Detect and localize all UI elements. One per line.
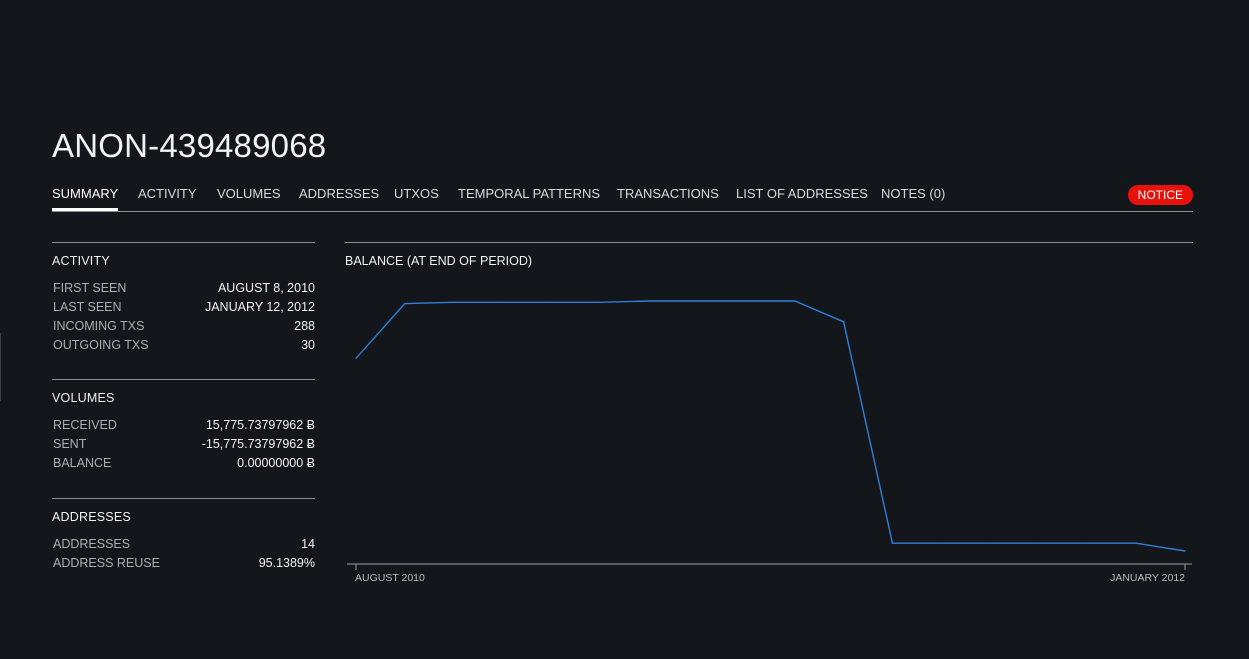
balance-point (648, 300, 650, 302)
balance-point (843, 321, 845, 323)
tab-addresses[interactable]: ADDRESSES (299, 186, 380, 201)
tab-temporal-patterns[interactable]: TEMPORAL PATTERNS (458, 186, 601, 201)
sent-row: SENT -15,775.73797962 Ƀ (52, 435, 315, 454)
first-seen-label: FIRST SEEN (53, 281, 127, 295)
incoming-txs-label: INCOMING TXS (53, 319, 145, 333)
balance-point (794, 300, 796, 302)
received-label: RECEIVED (53, 418, 117, 432)
balance-value: 0.00000000 Ƀ (237, 456, 315, 470)
volumes-section-title: VOLUMES (52, 391, 115, 405)
addresses-section: ADDRESSES ADDRESSES 14 ADDRESS REUSE 95.… (52, 498, 315, 573)
addresses-count-value: 14 (301, 537, 315, 551)
balance-row: BALANCE 0.00000000 Ƀ (52, 454, 315, 473)
balance-point (1086, 542, 1089, 544)
balance-point (1038, 542, 1040, 544)
sent-value: -15,775.73797962 Ƀ (201, 437, 315, 451)
balance-point (1135, 542, 1137, 544)
tab-transactions[interactable]: TRANSACTIONS (617, 186, 719, 201)
balance-point (940, 542, 942, 544)
balance-series-line (355, 300, 1186, 552)
balance-point (1184, 550, 1186, 552)
received-value: 15,775.73797962 Ƀ (205, 418, 315, 432)
balance-chart: AUGUST 2010 JANUARY 2012 (347, 300, 1192, 584)
incoming-txs-row: INCOMING TXS 288 (52, 317, 315, 336)
balance-point (355, 357, 357, 359)
balance-point (696, 300, 698, 302)
received-row: RECEIVED 15,775.73797962 Ƀ (52, 416, 315, 435)
page-title: ANON-439489068 (52, 127, 327, 164)
tab-utxos[interactable]: UTXOS (394, 186, 439, 201)
tab-bar: SUMMARY ACTIVITY VOLUMES ADDRESSES UTXOS… (52, 180, 1193, 212)
notice-button[interactable]: NOTICE (1127, 185, 1193, 205)
balance-point (550, 301, 552, 303)
first-seen-row: FIRST SEEN AUGUST 8, 2010 (52, 279, 315, 298)
addresses-count-row: ADDRESSES 14 (52, 535, 315, 554)
balance-point (501, 301, 503, 303)
addresses-section-title: ADDRESSES (52, 510, 131, 524)
tab-summary[interactable]: SUMMARY (52, 186, 119, 211)
activity-section: ACTIVITY FIRST SEEN AUGUST 8, 2010 LAST … (52, 242, 315, 355)
address-reuse-label: ADDRESS REUSE (53, 556, 160, 570)
volumes-section: VOLUMES RECEIVED 15,775.73797962 Ƀ SENT … (52, 379, 315, 473)
addresses-count-label: ADDRESSES (53, 537, 131, 551)
incoming-txs-value: 288 (294, 319, 315, 333)
outgoing-txs-label: OUTGOING TXS (53, 338, 149, 352)
sent-label: SENT (53, 437, 87, 451)
activity-section-title: ACTIVITY (52, 254, 110, 268)
left-edge-mark (0, 333, 1, 401)
last-seen-row: LAST SEEN JANUARY 12, 2012 (52, 298, 315, 317)
tab-notes[interactable]: NOTES (0) (881, 186, 946, 201)
tab-activity[interactable]: ACTIVITY (138, 186, 197, 201)
outgoing-txs-value: 30 (301, 338, 315, 352)
balance-point (452, 301, 455, 303)
address-reuse-value: 95.1389% (258, 556, 315, 570)
tab-volumes[interactable]: VOLUMES (217, 186, 281, 201)
balance-point (404, 303, 406, 305)
balance-point (745, 300, 747, 302)
x-tick-label-start: AUGUST 2010 (355, 572, 425, 584)
first-seen-value: AUGUST 8, 2010 (217, 281, 315, 295)
tab-list-of-addresses[interactable]: LIST OF ADDRESSES (736, 186, 868, 201)
x-tick-label-end: JANUARY 2012 (1110, 572, 1185, 584)
balance-chart-panel: AUGUST 2010 JANUARY 2012 BALANCE (AT END… (345, 242, 1193, 593)
balance-point (599, 301, 601, 303)
balance-point (989, 542, 991, 544)
balance-point (891, 542, 894, 544)
chart-title: BALANCE (AT END OF PERIOD) (345, 254, 533, 268)
address-reuse-row: ADDRESS REUSE 95.1389% (52, 554, 315, 573)
outgoing-txs-row: OUTGOING TXS 30 (52, 336, 315, 355)
balance-label: BALANCE (53, 456, 112, 470)
last-seen-value: JANUARY 12, 2012 (204, 300, 315, 314)
last-seen-label: LAST SEEN (53, 300, 122, 314)
